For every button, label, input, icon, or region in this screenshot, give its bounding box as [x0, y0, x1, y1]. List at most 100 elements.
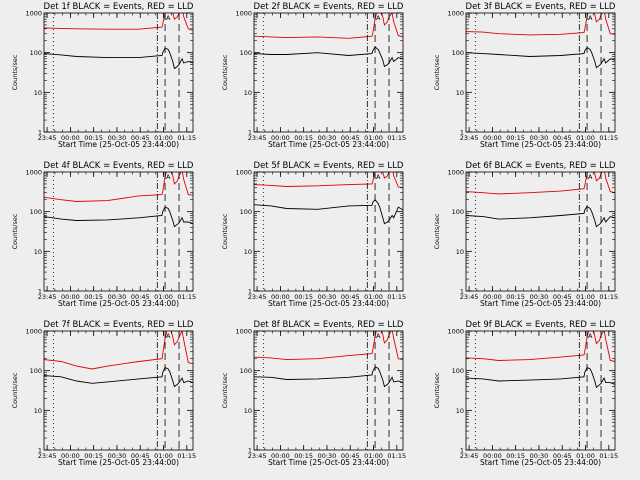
x-tick-label: 01:00 [364, 452, 383, 460]
x-tick-label: 01:15 [177, 452, 196, 460]
panel-title: Det 2f BLACK = Events, RED = LLD [254, 2, 404, 12]
panel-2: Det 2f BLACK = Events, RED = LLD A 1 10 100 1… [221, 2, 406, 149]
x-tick-label: 23:45 [460, 134, 479, 142]
y-tick-label: 1000 [235, 169, 252, 177]
x-tick-label: 01:00 [364, 293, 383, 301]
x-tick-label: 00:30 [318, 452, 337, 460]
y-axis-label: Counts/sec [11, 213, 19, 249]
x-tick-label: 23:45 [38, 134, 57, 142]
y-tick-label: 10 [244, 89, 252, 97]
x-tick-label: 00:15 [506, 293, 525, 301]
series-line-red [254, 13, 403, 39]
series-line-black [44, 366, 193, 388]
y-tick-label: 1 [248, 288, 252, 296]
x-tick-label: 00:45 [341, 452, 360, 460]
marker-label: A [166, 14, 171, 22]
x-tick-label: 00:00 [61, 452, 80, 460]
series-line-black [254, 198, 403, 225]
y-tick-label: 1000 [447, 328, 464, 336]
x-tick-label: 23:45 [248, 293, 267, 301]
x-tick-label: 00:00 [483, 293, 502, 301]
y-axis-label: Counts/sec [433, 213, 441, 249]
series-line-black [466, 366, 615, 389]
x-tick-label: 00:45 [553, 293, 572, 301]
panel-5: Det 5f BLACK = Events, RED = LLD A 1 10 100 1… [221, 161, 406, 308]
marker-label: A [376, 332, 381, 340]
x-tick-label: 00:00 [271, 134, 290, 142]
x-tick-label: 01:15 [177, 293, 196, 301]
x-tick-label: 00:30 [530, 293, 549, 301]
x-tick-label: 23:45 [38, 293, 57, 301]
y-tick-label: 100 [452, 49, 464, 57]
y-axis-label: Counts/sec [433, 54, 441, 90]
plot-frame [465, 12, 616, 133]
y-axis-label: Counts/sec [11, 372, 19, 408]
x-tick-label: 00:15 [84, 293, 103, 301]
x-tick-label: 01:15 [387, 452, 406, 460]
x-tick-label: 00:00 [61, 134, 80, 142]
x-tick-label: 00:15 [84, 452, 103, 460]
x-tick-label: 00:45 [553, 452, 572, 460]
y-tick-label: 1 [460, 447, 464, 455]
x-tick-label: 00:30 [108, 293, 127, 301]
series-line-red [44, 13, 193, 32]
y-tick-label: 100 [452, 367, 464, 375]
series-line-black [44, 47, 193, 70]
plot-frame [465, 330, 616, 451]
y-tick-label: 10 [34, 407, 42, 415]
x-tick-label: 01:15 [599, 293, 618, 301]
y-tick-label: 10 [456, 248, 464, 256]
y-tick-label: 1 [460, 129, 464, 137]
panel-title: Det 5f BLACK = Events, RED = LLD [254, 161, 404, 171]
x-tick-label: 01:15 [599, 452, 618, 460]
series-line-red [44, 172, 193, 202]
y-tick-label: 10 [456, 407, 464, 415]
panel-title: Det 1f BLACK = Events, RED = LLD [44, 2, 194, 12]
marker-label: A [588, 173, 593, 181]
x-tick-label: 23:45 [38, 452, 57, 460]
x-tick-label: 00:15 [506, 134, 525, 142]
y-tick-label: 1000 [25, 328, 42, 336]
y-tick-label: 1 [38, 129, 42, 137]
x-tick-label: 23:45 [248, 452, 267, 460]
x-axis-label: Start Time (25-Oct-05 23:44:00) [58, 299, 179, 308]
series-line-black [44, 206, 193, 228]
panel-title: Det 8f BLACK = Events, RED = LLD [254, 320, 404, 330]
series-line-red [254, 172, 403, 189]
x-tick-label: 00:45 [131, 293, 150, 301]
x-axis-label: Start Time (25-Oct-05 23:44:00) [480, 299, 601, 308]
panel-9: Det 9f BLACK = Events, RED = LLD A 1 10 100 1… [433, 320, 618, 467]
series-line-black [254, 46, 403, 68]
x-tick-label: 00:30 [108, 134, 127, 142]
marker-label: A [376, 14, 381, 22]
y-tick-label: 10 [244, 248, 252, 256]
panel-title: Det 3f BLACK = Events, RED = LLD [466, 2, 616, 12]
x-tick-label: 00:30 [318, 134, 337, 142]
series-line-red [466, 13, 615, 36]
x-axis-label: Start Time (25-Oct-05 23:44:00) [268, 140, 389, 149]
panel-8: Det 8f BLACK = Events, RED = LLD A 1 10 100 1… [221, 320, 406, 467]
x-tick-label: 01:00 [154, 293, 173, 301]
x-tick-label: 01:00 [576, 293, 595, 301]
series-line-red [466, 331, 615, 362]
panel-3: Det 3f BLACK = Events, RED = LLD A 1 10 100 1… [433, 2, 618, 149]
y-tick-label: 100 [30, 208, 42, 216]
y-tick-label: 1 [460, 288, 464, 296]
x-tick-label: 01:15 [599, 134, 618, 142]
panel-7: Det 7f BLACK = Events, RED = LLD A 1 10 100 1… [11, 320, 196, 467]
x-tick-label: 00:00 [271, 293, 290, 301]
y-tick-label: 100 [30, 49, 42, 57]
x-tick-label: 01:00 [154, 134, 173, 142]
panel-6: Det 6f BLACK = Events, RED = LLD A 1 10 100 1… [433, 161, 618, 308]
x-axis-label: Start Time (25-Oct-05 23:44:00) [58, 458, 179, 467]
plot-frame [43, 12, 194, 133]
y-axis-label: Counts/sec [221, 213, 229, 249]
y-axis-label: Counts/sec [433, 372, 441, 408]
x-tick-label: 00:30 [530, 452, 549, 460]
x-tick-label: 00:30 [108, 452, 127, 460]
y-tick-label: 100 [240, 367, 252, 375]
x-tick-label: 00:45 [341, 134, 360, 142]
series-line-red [254, 331, 403, 361]
x-tick-label: 23:45 [248, 134, 267, 142]
x-tick-label: 01:00 [576, 452, 595, 460]
